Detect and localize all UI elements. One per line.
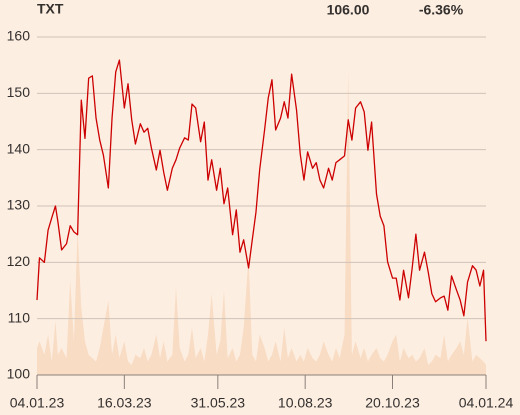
y-tick-label: 140: [7, 140, 31, 156]
y-tick-label: 150: [7, 84, 31, 100]
grid-layer: [36, 36, 487, 389]
volume-layer: [37, 67, 486, 376]
x-tick-label: 04.01.24: [459, 395, 514, 411]
x-tick-label: 04.01.23: [10, 395, 65, 411]
y-tick-label: 160: [7, 28, 31, 44]
y-tick-label: 130: [7, 197, 31, 213]
price-change: -6.36%: [419, 2, 464, 18]
x-tick-label: 10.08.23: [278, 395, 333, 411]
volume-area: [37, 67, 486, 376]
y-tick-label: 100: [7, 366, 31, 382]
x-tick-label: 31.05.23: [191, 395, 246, 411]
x-tick-label: 20.10.23: [365, 395, 420, 411]
y-tick-label: 120: [7, 253, 31, 269]
price-line: [36, 59, 487, 342]
x-tick-label: 16.03.23: [97, 395, 152, 411]
last-price: 106.00: [327, 2, 370, 18]
chart-title: TXT: [37, 1, 64, 17]
y-tick-label: 110: [8, 309, 31, 325]
plot-layer: [36, 59, 487, 342]
